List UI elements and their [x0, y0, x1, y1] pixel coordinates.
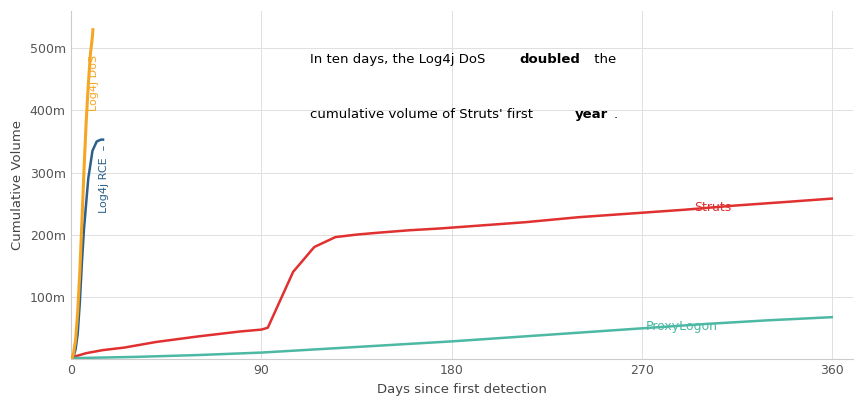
- X-axis label: Days since first detection: Days since first detection: [378, 383, 547, 396]
- Text: cumulative volume of Struts' first: cumulative volume of Struts' first: [309, 108, 537, 121]
- Text: In ten days, the Log4j DoS: In ten days, the Log4j DoS: [309, 53, 489, 66]
- Text: the: the: [590, 53, 617, 66]
- Y-axis label: Cumulative Volume: Cumulative Volume: [11, 120, 24, 250]
- Text: .: .: [613, 108, 618, 121]
- Text: ProxyLogon: ProxyLogon: [646, 320, 718, 333]
- Text: Struts: Struts: [695, 201, 732, 214]
- Text: year: year: [575, 108, 608, 121]
- Text: Log4j DoS: Log4j DoS: [88, 55, 98, 111]
- Text: doubled: doubled: [519, 53, 581, 66]
- Text: Log4j RCE  –: Log4j RCE –: [99, 144, 109, 213]
